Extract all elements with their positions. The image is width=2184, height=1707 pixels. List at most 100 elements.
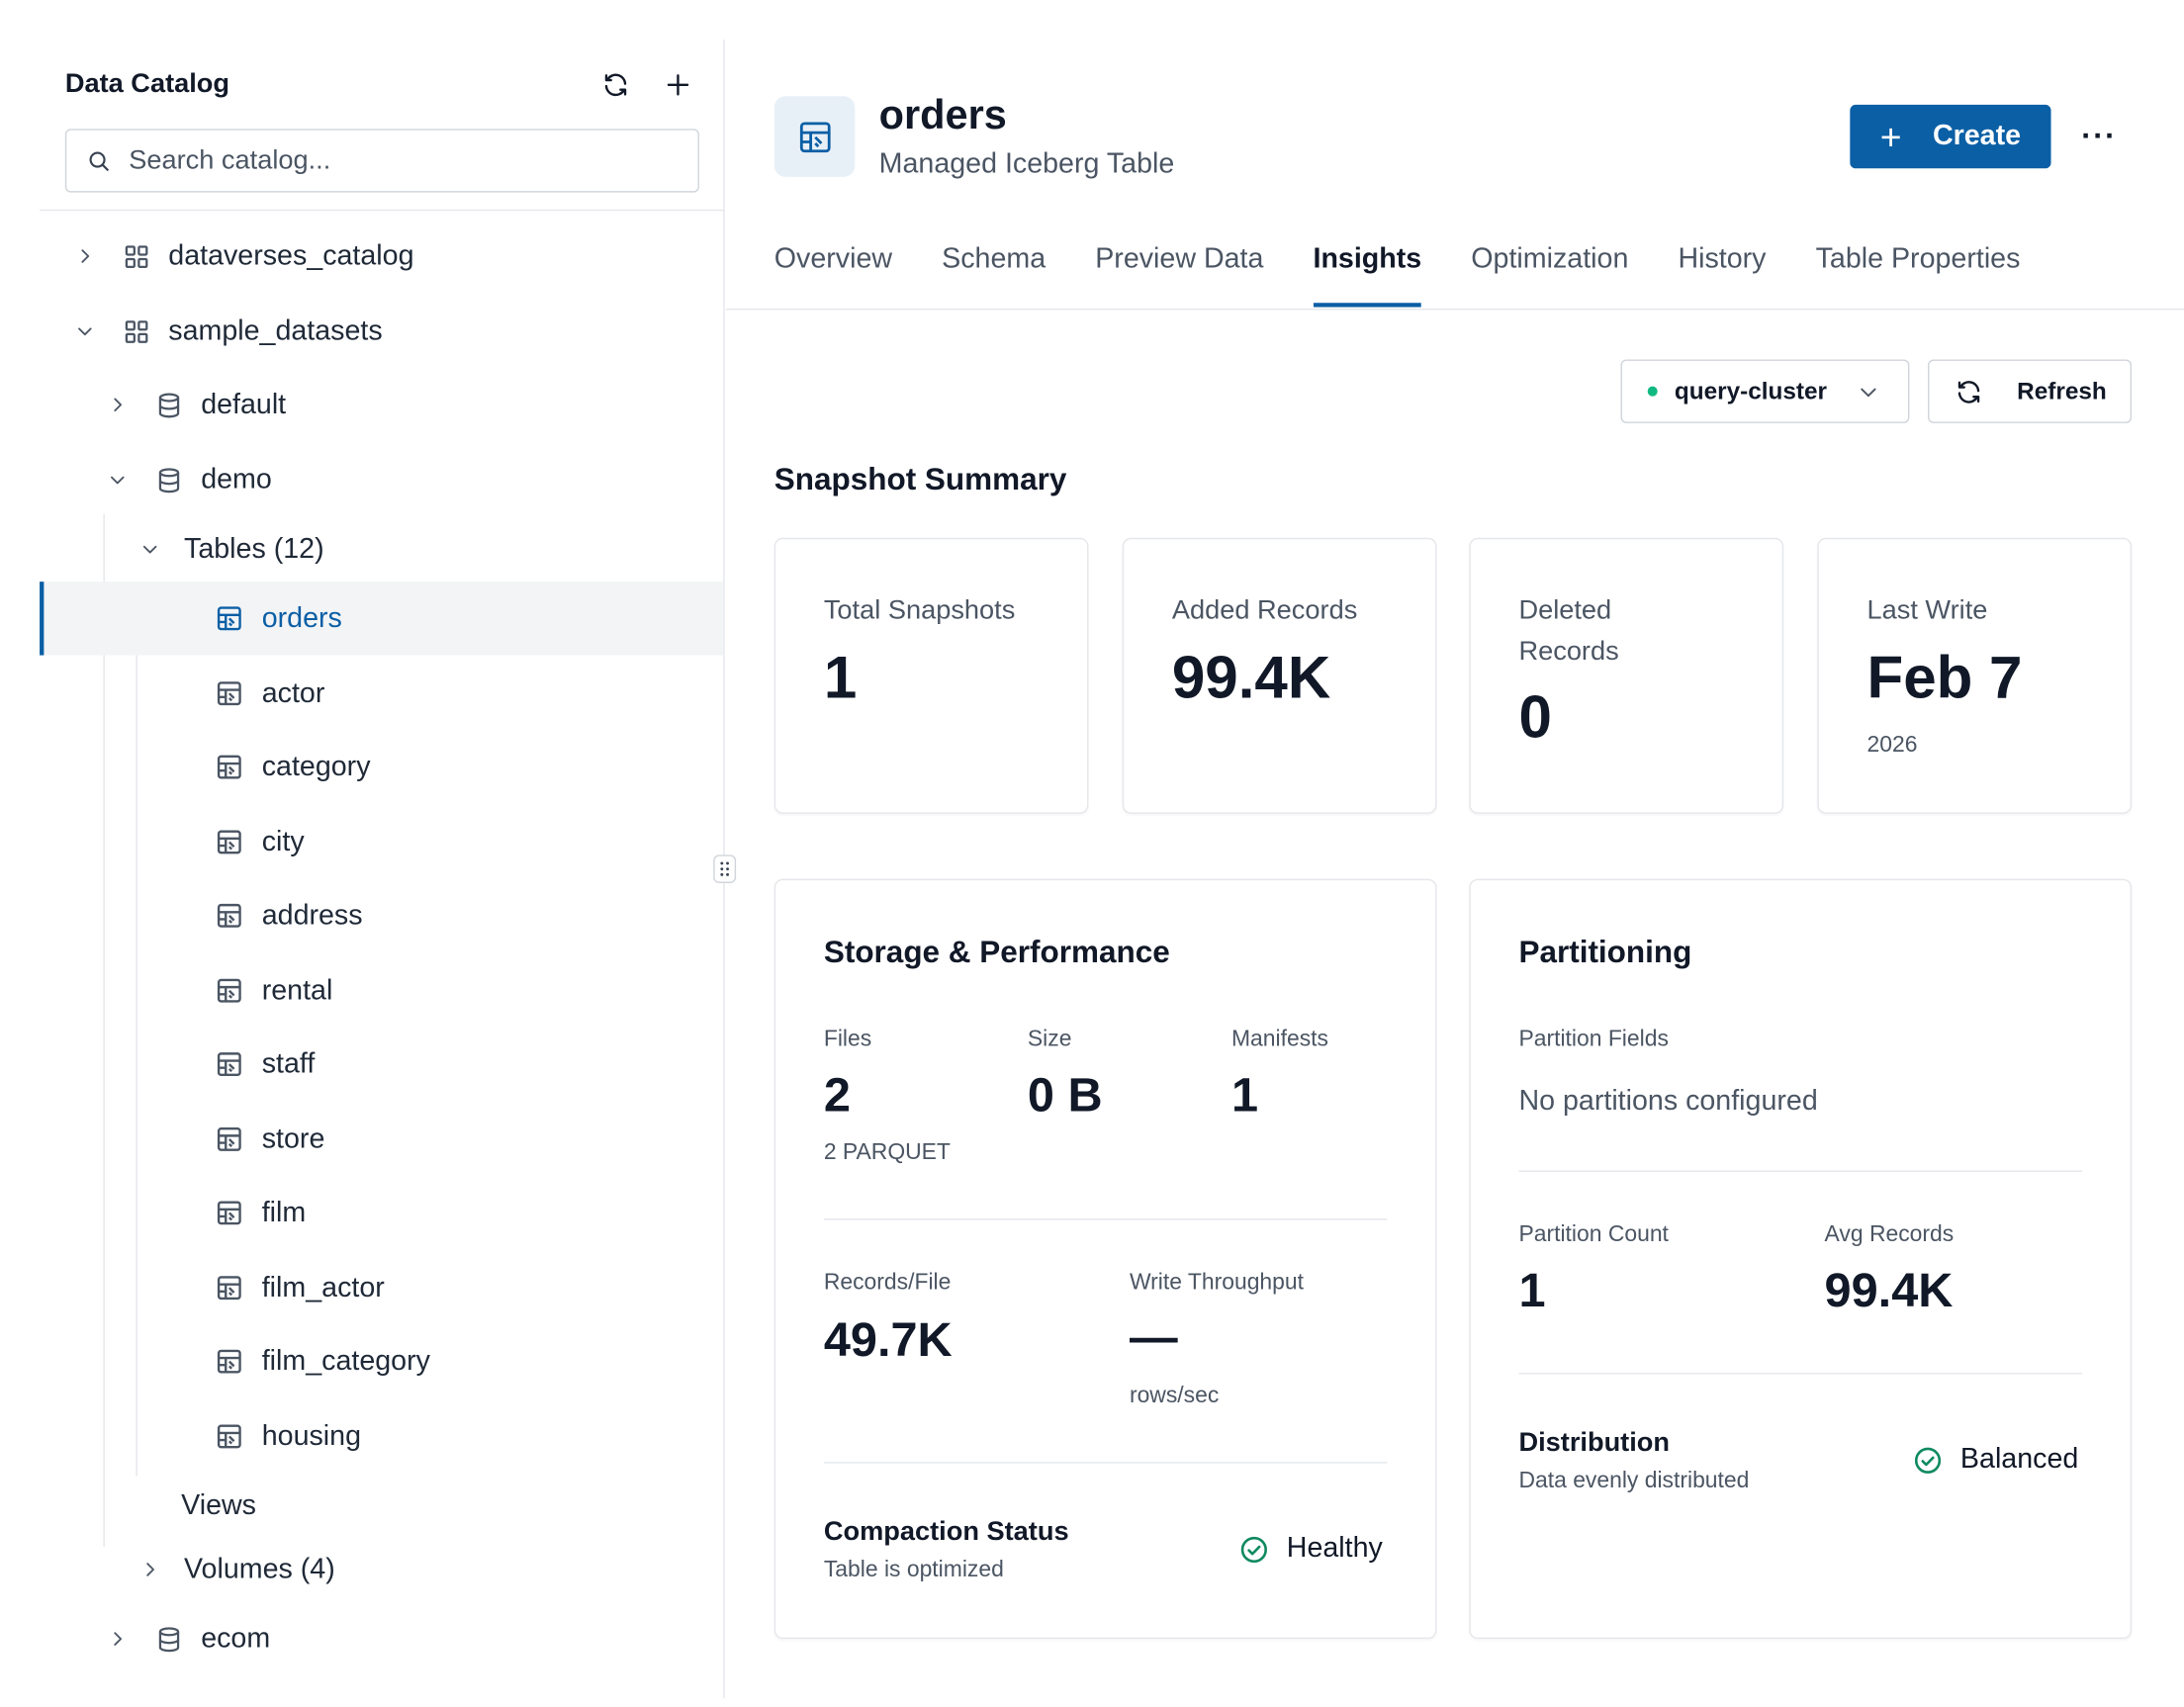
table-icon <box>214 827 244 857</box>
chevron-down-icon[interactable] <box>106 469 129 492</box>
metric-label: Partition Count <box>1518 1222 1669 1247</box>
metric-label: Manifests <box>1230 1027 1328 1052</box>
tree-item-views[interactable]: Views <box>40 1471 723 1542</box>
tree-item-label: housing <box>261 1420 361 1452</box>
tree-item-sample-datasets[interactable]: sample_datasets <box>40 296 723 367</box>
tab-overview[interactable]: Overview <box>774 243 893 275</box>
database-icon <box>153 390 184 420</box>
catalog-search[interactable] <box>64 129 699 193</box>
tree-item-table[interactable]: housing <box>40 1401 723 1473</box>
tree-item-table[interactable]: store <box>40 1104 723 1175</box>
tree-item-table[interactable]: category <box>40 732 723 803</box>
card-divider <box>823 1462 1388 1464</box>
refresh-icon <box>1955 377 1983 405</box>
refresh-catalog-icon[interactable] <box>595 65 635 105</box>
compaction-status-title: Compaction Status <box>823 1517 1069 1548</box>
chevron-right-icon[interactable] <box>106 1628 129 1651</box>
table-type-icon <box>774 96 856 177</box>
chevron-down-icon[interactable] <box>73 319 96 342</box>
tree-item-label: film_category <box>261 1345 430 1377</box>
metric-value: 2 <box>823 1068 851 1123</box>
card-divider <box>823 1218 1388 1220</box>
chevron-down-icon[interactable] <box>138 538 161 561</box>
metric-label: Write Throughput <box>1129 1271 1304 1296</box>
tree-item-label: sample_datasets <box>168 314 383 346</box>
metric-value: — <box>1129 1310 1178 1365</box>
add-catalog-icon[interactable] <box>658 65 697 105</box>
tab-preview-data[interactable]: Preview Data <box>1095 243 1264 275</box>
tree-item-table[interactable]: city <box>40 807 723 878</box>
table-icon <box>214 677 244 708</box>
tree-item-label: demo <box>201 463 272 495</box>
tree-item-table[interactable]: address <box>40 880 723 951</box>
tree-item-label: film <box>261 1196 307 1228</box>
tree-item-table[interactable]: film_actor <box>40 1252 723 1323</box>
table-icon <box>214 975 244 1006</box>
card-title: Partitioning <box>1518 934 1692 970</box>
tree-item-table[interactable]: staff <box>40 1029 723 1100</box>
tab-table-properties[interactable]: Table Properties <box>1815 243 2021 275</box>
status-badge: Healthy <box>1238 1533 1383 1566</box>
distribution-title: Distribution <box>1518 1427 1671 1458</box>
table-icon <box>214 1048 244 1079</box>
tree-item-table[interactable]: film_category <box>40 1326 723 1397</box>
tree-item-label: orders <box>261 601 342 634</box>
distribution-desc: Data evenly distributed <box>1518 1469 1750 1493</box>
tree-item-volumes[interactable]: Volumes (4) <box>40 1534 723 1605</box>
tree-item-label: dataverses_catalog <box>168 239 414 272</box>
chevron-right-icon[interactable] <box>106 394 129 416</box>
metric-label: Records/File <box>823 1271 952 1296</box>
catalog-sidebar: Data Catalog dataverses <box>40 40 725 1699</box>
snapshot-summary-title: Snapshot Summary <box>774 461 1067 497</box>
table-icon <box>214 1421 244 1452</box>
create-button-label: Create <box>1932 120 2022 152</box>
tab-schema[interactable]: Schema <box>942 243 1046 275</box>
database-icon <box>153 464 184 494</box>
tree-item-table[interactable]: rental <box>40 955 723 1027</box>
tree-item-table[interactable]: actor <box>40 658 723 729</box>
stat-card-total-snapshots: Total Snapshots 1 <box>774 537 1089 814</box>
plus-icon: + <box>1879 115 1902 158</box>
more-options-icon[interactable]: ··· <box>2081 117 2118 153</box>
page-subtitle: Managed Iceberg Table <box>878 148 1175 180</box>
chevron-down-icon <box>1857 381 1879 410</box>
search-input[interactable] <box>129 144 668 177</box>
tree-item-dataverses-catalog[interactable]: dataverses_catalog <box>40 221 723 292</box>
tab-optimization[interactable]: Optimization <box>1471 243 1629 275</box>
metric-value: 0 B <box>1027 1068 1103 1123</box>
tree-item-table[interactable]: film <box>40 1178 723 1249</box>
create-button[interactable]: + Create <box>1850 104 2051 169</box>
cluster-select[interactable]: query-cluster <box>1620 359 1910 423</box>
resize-handle[interactable] <box>713 854 737 883</box>
card-divider <box>1518 1170 2083 1172</box>
chevron-right-icon[interactable] <box>73 245 96 268</box>
sidebar-divider <box>40 209 725 212</box>
stat-card-deleted-records: Deleted Records 0 <box>1469 537 1784 814</box>
tab-history[interactable]: History <box>1678 243 1767 275</box>
refresh-button[interactable]: Refresh <box>1928 359 2133 423</box>
compaction-status-desc: Table is optimized <box>823 1558 1004 1582</box>
metric-label: Partition Fields <box>1518 1027 1669 1052</box>
chevron-right-icon[interactable] <box>138 1559 161 1581</box>
table-icon <box>214 752 244 782</box>
tree-item-label: address <box>261 899 363 931</box>
tab-bar: Overview Schema Preview Data Insights Op… <box>774 243 2070 309</box>
status-badge: Balanced <box>1912 1444 2078 1477</box>
tabs-divider <box>726 308 2184 311</box>
card-title: Storage & Performance <box>823 934 1170 970</box>
search-icon <box>86 148 112 174</box>
metric-value: 49.7K <box>823 1312 953 1368</box>
status-label: Healthy <box>1286 1532 1383 1565</box>
table-icon <box>214 1346 244 1377</box>
stat-value: 1 <box>823 644 858 711</box>
tree-item-tables-group[interactable]: Tables (12) <box>40 513 723 584</box>
tree-item-demo[interactable]: demo <box>40 444 723 515</box>
sidebar-title: Data Catalog <box>64 69 230 100</box>
tree-item-label: city <box>261 825 305 857</box>
table-icon <box>214 900 244 931</box>
tree-item-default[interactable]: default <box>40 369 723 440</box>
tab-insights[interactable]: Insights <box>1313 243 1421 309</box>
tree-item-ecom[interactable]: ecom <box>40 1603 723 1674</box>
tree-item-table-orders[interactable]: orders <box>40 582 724 656</box>
stat-card-added-records: Added Records 99.4K <box>1122 537 1437 814</box>
